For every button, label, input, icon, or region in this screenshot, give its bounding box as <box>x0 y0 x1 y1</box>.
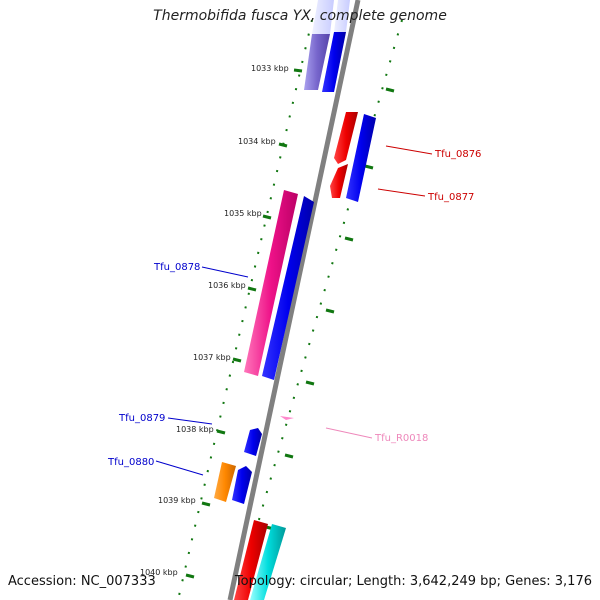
inner-track-left <box>177 19 313 600</box>
gene-label-tfu-0878[interactable]: Tfu_0878 <box>153 262 200 273</box>
gene-label-tfu-0877[interactable]: Tfu_0877 <box>427 192 474 203</box>
feature-blue-small-2 <box>232 466 252 504</box>
feature-tfu-0877 <box>330 164 348 198</box>
feature-bottom-red <box>234 520 268 600</box>
feature-tfu-0878 <box>244 190 298 376</box>
callout-tfu-0879 <box>167 417 213 425</box>
gene-labels: Tfu_0876 Tfu_0877 Tfu_0878 Tfu_0879 Tfu_… <box>107 149 481 468</box>
gene-label-tfu-0879[interactable]: Tfu_0879 <box>118 413 165 424</box>
feature-tfu-0880 <box>214 462 236 502</box>
callout-tfu-0880 <box>155 460 204 476</box>
tick-label: 1039 kbp <box>158 496 196 505</box>
feature-top-lavender <box>304 0 334 90</box>
tick-label: 1033 kbp <box>251 64 289 73</box>
feature-top-blue <box>322 0 350 92</box>
tick-label: 1040 kbp <box>140 568 178 577</box>
feature-blue-long <box>262 196 314 380</box>
map-title: Thermobifida fusca YX, complete genome <box>153 8 447 24</box>
tick-label: 1035 kbp <box>224 209 262 218</box>
tick-marks <box>185 68 303 579</box>
feature-tfu-0879 <box>244 428 262 456</box>
gene-label-tfu-0880[interactable]: Tfu_0880 <box>107 457 154 468</box>
feature-tfu-0876 <box>334 112 358 164</box>
accession-label: Accession: NC_007333 <box>8 574 156 589</box>
callout-tfu-0877 <box>377 188 426 197</box>
genome-backbone <box>227 0 361 600</box>
feature-bottom-cyan <box>250 524 286 600</box>
tick-label: 1034 kbp <box>238 137 276 146</box>
topology-summary: Topology: circular; Length: 3,642,249 bp… <box>234 574 592 589</box>
callout-lines <box>155 145 433 476</box>
gene-label-tfu-r0018[interactable]: Tfu_R0018 <box>374 433 428 444</box>
tick-label: 1038 kbp <box>176 425 214 434</box>
callout-tfu-0878 <box>201 266 249 278</box>
gene-label-tfu-0876[interactable]: Tfu_0876 <box>434 149 481 160</box>
callout-tfu-r0018 <box>325 427 373 439</box>
tick-label: 1036 kbp <box>208 281 246 290</box>
tick-label: 1037 kbp <box>193 353 231 362</box>
callout-tfu-0876 <box>385 145 433 155</box>
tick-labels: 1033 kbp 1034 kbp 1035 kbp 1036 kbp 1037… <box>140 64 289 577</box>
outer-tick-marks <box>265 87 395 531</box>
feature-tfu-r0018 <box>280 416 294 420</box>
feature-blue-right-1 <box>346 114 376 202</box>
